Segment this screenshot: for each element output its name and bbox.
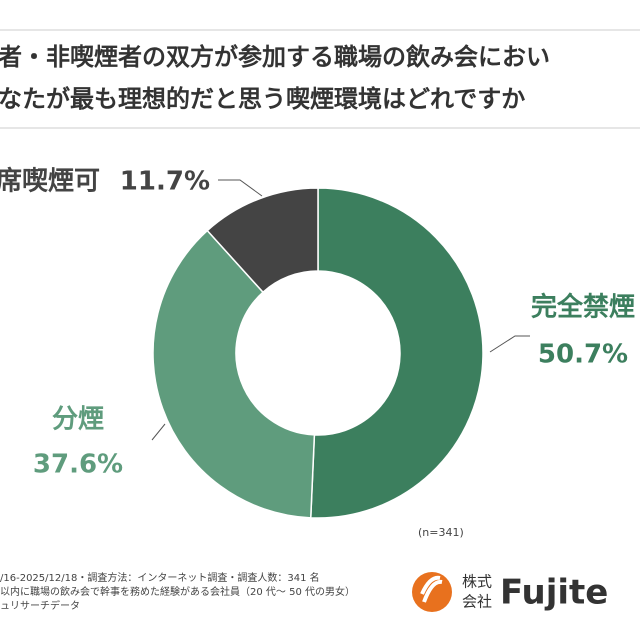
leader-line [151,423,166,441]
donut-slice [206,187,319,294]
donut-slice [309,187,484,519]
logo-prefix: 株式 [462,573,492,591]
footnote: 以内に職場の飲み会で幹事を務めた経験がある会社員（20 代～ 50 代の男女） [0,585,355,598]
donut-slice [152,229,316,519]
leader-line [489,335,530,353]
category-label: 分煙 [52,405,104,435]
title-line: なたが最も理想的だと思う喫煙環境はどれですか [0,85,525,113]
footnote: ュリサーチデータ [0,599,80,612]
footnote: /16-2025/12/18・調査方法：インターネット調査・調査人数：341 名 [0,571,320,584]
sample-note: (n=341) [418,526,464,539]
title-line: 者・非喫煙者の双方が参加する職場の飲み会におい [0,43,550,71]
logo: 株式 会社 Fujite [412,572,608,613]
logo-icon-mark [420,575,443,603]
value-label: 37.6% [33,450,123,480]
logo-prefix: 会社 [462,593,492,611]
value-label: 11.7% [120,167,210,197]
value-label: 50.7% [538,340,628,370]
leader-line [218,179,263,197]
logo-name: Fujite [500,573,608,613]
category-label: 完全禁煙 [531,292,635,323]
category-label: 席喫煙可 [0,166,100,197]
